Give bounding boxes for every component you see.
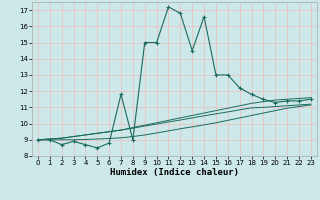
X-axis label: Humidex (Indice chaleur): Humidex (Indice chaleur)	[110, 168, 239, 177]
